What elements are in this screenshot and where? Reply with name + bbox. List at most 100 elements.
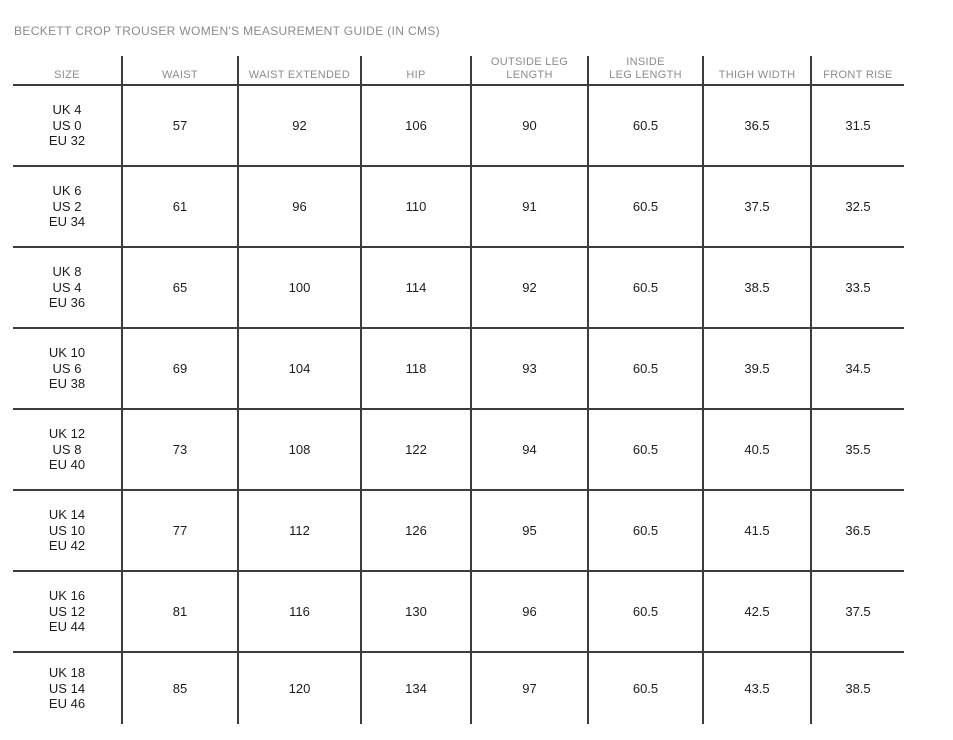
size-cell: UK 6 US 2 EU 34 bbox=[13, 167, 123, 246]
size-cell: UK 8 US 4 EU 36 bbox=[13, 248, 123, 327]
waist-extended-cell: 120 bbox=[239, 653, 362, 724]
inside-leg-length-cell: 60.5 bbox=[589, 410, 704, 489]
size-line-eu: EU 44 bbox=[48, 619, 86, 635]
inside-leg-length-cell: 60.5 bbox=[589, 329, 704, 408]
size-line-uk: UK 8 bbox=[52, 264, 82, 280]
outside-leg-length-cell: 91 bbox=[472, 167, 589, 246]
outside-leg-length-cell: 97 bbox=[472, 653, 589, 724]
size-line-uk: UK 14 bbox=[48, 507, 86, 523]
hip-cell: 118 bbox=[362, 329, 472, 408]
table-row: UK 8 US 4 EU 36 65 100 114 92 60.5 38.5 … bbox=[13, 248, 904, 329]
size-line-us: US 0 bbox=[52, 117, 82, 133]
size-cell: UK 14 US 10 EU 42 bbox=[13, 491, 123, 570]
waist-cell: 65 bbox=[123, 248, 239, 327]
size-line-uk: UK 6 bbox=[52, 183, 82, 199]
thigh-width-cell: 42.5 bbox=[704, 572, 812, 651]
inside-leg-length-cell: 60.5 bbox=[589, 86, 704, 165]
table-header-row: SIZE WAIST WAIST EXTENDED HIP OUTSIDE LE… bbox=[13, 56, 904, 87]
front-rise-cell: 36.5 bbox=[845, 523, 871, 538]
front-rise-cell: 38.5 bbox=[845, 681, 871, 696]
thigh-width-cell: 36.5 bbox=[704, 86, 812, 165]
table-row: UK 4 US 0 EU 32 57 92 106 90 60.5 36.5 3… bbox=[13, 86, 904, 167]
size-line-uk: UK 12 bbox=[48, 426, 86, 442]
waist-extended-cell: 112 bbox=[239, 491, 362, 570]
thigh-width-cell: 37.5 bbox=[704, 167, 812, 246]
outside-leg-length-cell: 96 bbox=[472, 572, 589, 651]
size-line-eu: EU 40 bbox=[48, 457, 86, 473]
outside-leg-length-cell: 95 bbox=[472, 491, 589, 570]
outside-leg-length-cell: 92 bbox=[472, 248, 589, 327]
table-row: UK 6 US 2 EU 34 61 96 110 91 60.5 37.5 3… bbox=[13, 167, 904, 248]
thigh-width-cell: 39.5 bbox=[704, 329, 812, 408]
size-cell: UK 4 US 0 EU 32 bbox=[13, 86, 123, 165]
column-header-size: SIZE bbox=[13, 56, 123, 87]
waist-extended-cell: 100 bbox=[239, 248, 362, 327]
waist-cell: 81 bbox=[123, 572, 239, 651]
hip-cell: 114 bbox=[362, 248, 472, 327]
column-header-inside-leg-length: INSIDE LEG LENGTH bbox=[589, 56, 704, 87]
front-rise-cell: 37.5 bbox=[845, 604, 871, 619]
size-line-eu: EU 32 bbox=[48, 133, 86, 149]
size-cell: UK 18 US 14 EU 46 bbox=[13, 653, 123, 724]
waist-cell: 57 bbox=[123, 86, 239, 165]
table-row: UK 18 US 14 EU 46 85 120 134 97 60.5 43.… bbox=[13, 653, 904, 724]
thigh-width-cell: 38.5 bbox=[704, 248, 812, 327]
column-header-hip: HIP bbox=[362, 56, 472, 87]
column-header-outside-leg-length: OUTSIDE LEG LENGTH bbox=[472, 56, 589, 87]
size-cell: UK 12 US 8 EU 40 bbox=[13, 410, 123, 489]
size-line-us: US 2 bbox=[52, 198, 82, 214]
inside-leg-length-cell: 60.5 bbox=[589, 491, 704, 570]
column-header-thigh-width: THIGH WIDTH bbox=[704, 56, 812, 87]
waist-extended-cell: 116 bbox=[239, 572, 362, 651]
size-line-us: US 12 bbox=[48, 603, 86, 619]
waist-cell: 85 bbox=[123, 653, 239, 724]
column-header-waist: WAIST bbox=[123, 56, 239, 87]
waist-extended-cell: 96 bbox=[239, 167, 362, 246]
size-line-us: US 6 bbox=[52, 360, 82, 376]
size-line-uk: UK 16 bbox=[48, 588, 86, 604]
front-rise-cell: 31.5 bbox=[845, 118, 871, 133]
column-header-front-rise: FRONT RISE bbox=[823, 69, 893, 81]
hip-cell: 110 bbox=[362, 167, 472, 246]
outside-leg-length-cell: 93 bbox=[472, 329, 589, 408]
front-rise-cell: 35.5 bbox=[845, 442, 871, 457]
size-line-us: US 8 bbox=[52, 441, 82, 457]
waist-cell: 69 bbox=[123, 329, 239, 408]
hip-cell: 134 bbox=[362, 653, 472, 724]
table-row: UK 10 US 6 EU 38 69 104 118 93 60.5 39.5… bbox=[13, 329, 904, 410]
outside-leg-length-cell: 90 bbox=[472, 86, 589, 165]
inside-leg-length-cell: 60.5 bbox=[589, 572, 704, 651]
front-rise-cell: 33.5 bbox=[845, 280, 871, 295]
size-line-eu: EU 36 bbox=[48, 295, 86, 311]
size-line-eu: EU 42 bbox=[48, 538, 86, 554]
table-row: UK 12 US 8 EU 40 73 108 122 94 60.5 40.5… bbox=[13, 410, 904, 491]
size-line-uk: UK 10 bbox=[48, 345, 86, 361]
waist-cell: 73 bbox=[123, 410, 239, 489]
size-line-us: US 4 bbox=[52, 279, 82, 295]
size-line-eu: EU 46 bbox=[48, 696, 86, 712]
waist-extended-cell: 92 bbox=[239, 86, 362, 165]
hip-cell: 122 bbox=[362, 410, 472, 489]
size-line-us: US 10 bbox=[48, 522, 86, 538]
front-rise-cell: 32.5 bbox=[845, 199, 871, 214]
size-line-eu: EU 38 bbox=[48, 376, 86, 392]
size-cell: UK 16 US 12 EU 44 bbox=[13, 572, 123, 651]
waist-extended-cell: 108 bbox=[239, 410, 362, 489]
waist-cell: 77 bbox=[123, 491, 239, 570]
thigh-width-cell: 40.5 bbox=[704, 410, 812, 489]
hip-cell: 126 bbox=[362, 491, 472, 570]
waist-cell: 61 bbox=[123, 167, 239, 246]
size-line-uk: UK 4 bbox=[52, 102, 82, 118]
hip-cell: 130 bbox=[362, 572, 472, 651]
size-line-us: US 14 bbox=[48, 680, 86, 696]
size-line-uk: UK 18 bbox=[48, 665, 86, 681]
column-header-waist-extended: WAIST EXTENDED bbox=[239, 56, 362, 87]
thigh-width-cell: 41.5 bbox=[704, 491, 812, 570]
size-cell: UK 10 US 6 EU 38 bbox=[13, 329, 123, 408]
table-row: UK 14 US 10 EU 42 77 112 126 95 60.5 41.… bbox=[13, 491, 904, 572]
outside-leg-length-cell: 94 bbox=[472, 410, 589, 489]
page-title: BECKETT CROP TROUSER WOMEN'S MEASUREMENT… bbox=[14, 24, 441, 38]
table-row: UK 16 US 12 EU 44 81 116 130 96 60.5 42.… bbox=[13, 572, 904, 653]
hip-cell: 106 bbox=[362, 86, 472, 165]
inside-leg-length-cell: 60.5 bbox=[589, 167, 704, 246]
